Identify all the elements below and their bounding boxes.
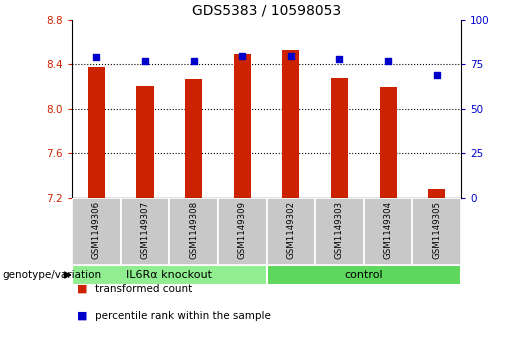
Text: ■: ■ [77,284,88,294]
Text: ■: ■ [77,311,88,321]
Text: GSM1149305: GSM1149305 [432,201,441,259]
Text: GSM1149302: GSM1149302 [286,201,295,259]
Text: GSM1149303: GSM1149303 [335,201,344,259]
Text: control: control [345,270,383,280]
Bar [315,198,364,265]
Text: GSM1149309: GSM1149309 [238,201,247,259]
Point [141,58,149,64]
Point [92,54,100,60]
Bar [88,67,105,198]
Text: percentile rank within the sample: percentile rank within the sample [95,311,271,321]
Point [190,58,198,64]
Text: genotype/variation: genotype/variation [3,270,101,280]
Bar [267,265,461,285]
Point [335,56,344,62]
Text: GSM1149304: GSM1149304 [384,201,392,259]
Bar [72,198,121,265]
Point [238,53,246,58]
Bar [428,189,445,198]
Text: transformed count: transformed count [95,284,193,294]
Bar [136,86,153,198]
Bar [380,87,397,198]
Bar [413,198,461,265]
Text: GSM1149307: GSM1149307 [141,201,149,259]
Title: GDS5383 / 10598053: GDS5383 / 10598053 [192,3,341,17]
Text: GSM1149306: GSM1149306 [92,201,101,259]
Bar [185,79,202,198]
Bar [169,198,218,265]
Bar [282,50,299,198]
Point [433,72,441,78]
Bar [331,78,348,198]
Bar [234,54,251,198]
Text: GSM1149308: GSM1149308 [189,201,198,259]
Bar [267,198,315,265]
Point [287,53,295,58]
Bar [121,198,169,265]
Bar [364,198,413,265]
Text: IL6Rα knockout: IL6Rα knockout [126,270,212,280]
Bar [218,198,267,265]
Point [384,58,392,64]
Bar [72,265,267,285]
